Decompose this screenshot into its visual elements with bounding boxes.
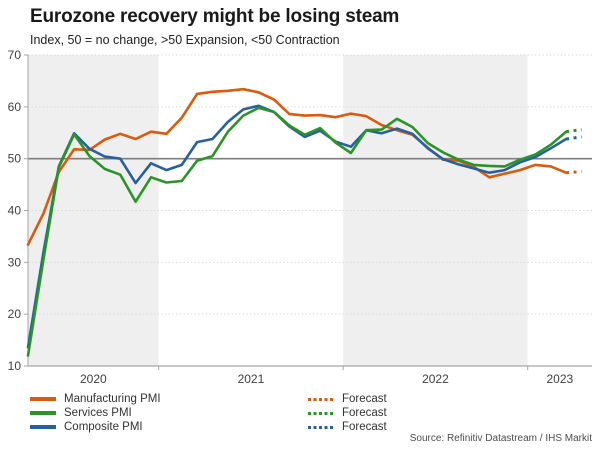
y-tick-label: 20 (8, 307, 22, 321)
legend-item-manufacturing-pmi: Manufacturing PMI (30, 392, 161, 406)
composite-forecast-dotted-swatch (308, 425, 334, 429)
y-tick-label: 70 (8, 48, 22, 62)
legend-item-forecast-composite: Forecast (308, 420, 387, 434)
y-tick-label: 30 (8, 255, 22, 269)
services-pmi-line-swatch (30, 411, 56, 415)
y-tick-label: 40 (8, 204, 22, 218)
y-tick-label: 60 (8, 100, 22, 114)
x-tick-label-2021: 2021 (238, 372, 265, 386)
y-tick-label: 10 (8, 359, 22, 373)
forecast-line-services-pmi (565, 128, 582, 134)
composite-pmi-line-swatch (30, 425, 56, 429)
legend-series-column: Manufacturing PMI Services PMI Composite… (30, 392, 161, 434)
legend-label: Forecast (342, 407, 387, 419)
legend-item-forecast-services: Forecast (308, 406, 387, 420)
chart-subtitle: Index, 50 = no change, >50 Expansion, <5… (30, 33, 340, 47)
series-line-composite-pmi (26, 104, 568, 349)
forecast-line-composite-pmi (565, 135, 582, 141)
legend-label: Composite PMI (64, 421, 143, 433)
legend-item-services-pmi: Services PMI (30, 406, 161, 420)
x-tick-label-2022: 2022 (422, 372, 449, 386)
services-forecast-dotted-swatch (308, 411, 334, 415)
manufacturing-pmi-line-swatch (30, 397, 56, 401)
manufacturing-forecast-dotted-swatch (308, 397, 334, 401)
x-tick-label-2020: 2020 (80, 372, 107, 386)
legend-label: Forecast (342, 393, 387, 405)
series-line-services-pmi (26, 106, 568, 357)
y-tick-label: 50 (8, 152, 22, 166)
legend-label: Manufacturing PMI (64, 393, 161, 405)
chart-title: Eurozone recovery might be losing steam (30, 6, 400, 27)
legend-label: Forecast (342, 421, 387, 433)
legend-item-forecast-manufacturing: Forecast (308, 392, 387, 406)
forecast-line-manufacturing-pmi (565, 170, 582, 175)
legend-forecast-column: Forecast Forecast Forecast (308, 392, 387, 434)
legend-label: Services PMI (64, 407, 132, 419)
legend-item-composite-pmi: Composite PMI (30, 420, 161, 434)
x-tick-label-2023: 2023 (546, 372, 573, 386)
source-attribution: Source: Refinitiv Datastream / IHS Marki… (409, 433, 592, 444)
